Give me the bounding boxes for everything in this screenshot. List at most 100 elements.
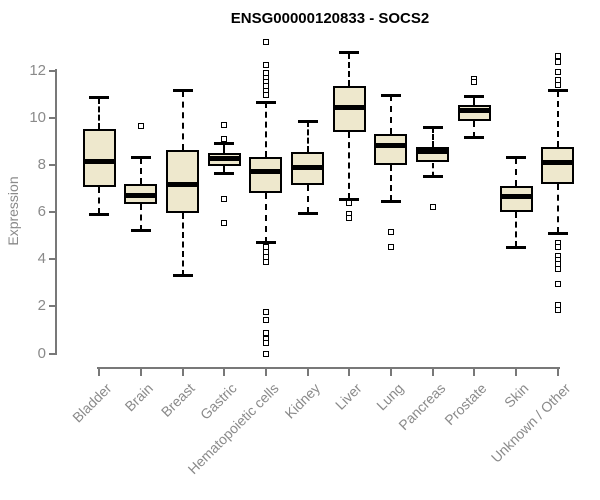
- lower-whisker-kidney: [306, 184, 309, 214]
- lower-whisker-cap-prostate: [464, 136, 485, 140]
- y-axis-tick: [49, 258, 55, 261]
- lower-whisker-bladder: [98, 187, 101, 215]
- outlier-point-hematopoietic-cells: [262, 309, 269, 316]
- median-gastric: [207, 156, 241, 162]
- x-axis-tick: [348, 369, 351, 376]
- lower-whisker-cap-lung: [380, 199, 401, 203]
- x-tick-label-skin: Skin: [500, 380, 532, 411]
- lower-whisker-cap-brain: [130, 229, 151, 233]
- upper-whisker-lung: [389, 95, 392, 135]
- lower-whisker-cap-kidney: [297, 211, 318, 215]
- outlier-point-gastric: [221, 121, 228, 128]
- outlier-point-gastric: [221, 219, 228, 226]
- y-axis-tick-label: 8: [37, 155, 46, 173]
- outlier-point-unknown-other: [554, 265, 561, 272]
- y-axis-tick-label: 0: [37, 344, 46, 362]
- outlier-point-unknown-other: [554, 53, 561, 60]
- box-hematopoietic-cells: [249, 156, 283, 194]
- y-axis-tick: [49, 163, 55, 166]
- upper-whisker-gastric: [223, 143, 226, 154]
- upper-whisker-skin: [515, 157, 517, 187]
- x-axis-tick: [515, 369, 517, 376]
- upper-whisker-cap-lung: [380, 93, 401, 97]
- box-lung: [374, 134, 408, 165]
- x-axis-tick: [98, 369, 101, 376]
- x-axis-tick: [473, 369, 476, 376]
- median-hematopoietic-cells: [249, 169, 283, 175]
- outlier-point-hematopoietic-cells: [262, 339, 269, 346]
- lower-whisker-cap-skin: [506, 245, 526, 249]
- median-bladder: [82, 158, 116, 164]
- x-axis-tick: [431, 369, 434, 376]
- upper-whisker-cap-liver: [339, 51, 360, 55]
- lower-whisker-skin: [515, 212, 517, 248]
- y-axis-tick: [49, 69, 55, 72]
- outlier-point-prostate: [471, 79, 478, 86]
- median-kidney: [291, 164, 325, 170]
- outlier-point-hematopoietic-cells: [262, 317, 269, 324]
- upper-whisker-cap-prostate: [464, 94, 485, 98]
- lower-whisker-cap-liver: [339, 197, 360, 201]
- x-tick-label-bladder: Bladder: [69, 380, 115, 426]
- upper-whisker-liver: [348, 52, 351, 86]
- x-tick-label-liver: Liver: [331, 380, 365, 413]
- outlier-point-gastric: [221, 196, 228, 203]
- lower-whisker-prostate: [473, 121, 476, 138]
- y-axis-line: [55, 69, 57, 355]
- lower-whisker-hematopoietic-cells: [264, 193, 267, 243]
- y-axis-tick-label: 12: [29, 61, 46, 79]
- outlier-point-lung: [387, 244, 394, 251]
- upper-whisker-prostate: [473, 96, 476, 105]
- median-pancreas: [416, 149, 450, 155]
- upper-whisker-cap-skin: [506, 156, 526, 160]
- upper-whisker-kidney: [306, 121, 309, 152]
- y-axis-tick-label: 4: [37, 250, 46, 268]
- y-axis-tick: [49, 352, 55, 355]
- lower-whisker-cap-pancreas: [422, 175, 443, 179]
- lower-whisker-cap-bladder: [89, 212, 110, 216]
- upper-whisker-bladder: [98, 97, 101, 130]
- outlier-point-hematopoietic-cells: [262, 350, 269, 357]
- outlier-point-gastric: [221, 135, 228, 142]
- y-axis-tick: [49, 211, 55, 214]
- box-breast: [166, 149, 200, 214]
- box-unknown-other: [541, 147, 575, 184]
- x-tick-label-kidney: Kidney: [281, 380, 323, 422]
- median-skin: [499, 194, 533, 200]
- median-prostate: [457, 108, 491, 114]
- x-axis-tick: [264, 369, 267, 376]
- lower-whisker-liver: [348, 131, 351, 200]
- x-axis-tick: [139, 369, 142, 376]
- median-brain: [124, 193, 158, 198]
- outlier-point-hematopoietic-cells: [262, 61, 269, 68]
- upper-whisker-cap-breast: [172, 89, 193, 93]
- lower-whisker-gastric: [223, 166, 226, 174]
- y-axis-tick: [49, 116, 55, 119]
- lower-whisker-cap-breast: [172, 274, 193, 278]
- outlier-point-unknown-other: [554, 280, 561, 287]
- outlier-point-hematopoietic-cells: [262, 92, 269, 99]
- outlier-point-hematopoietic-cells: [262, 330, 269, 337]
- upper-whisker-unknown-other: [556, 90, 559, 148]
- x-axis-tick: [223, 369, 226, 376]
- upper-whisker-cap-brain: [130, 156, 151, 160]
- x-tick-label-lung: Lung: [372, 380, 407, 414]
- lower-whisker-brain: [139, 203, 142, 231]
- x-axis-tick: [389, 369, 392, 376]
- outlier-point-hematopoietic-cells: [262, 258, 269, 265]
- upper-whisker-breast: [181, 90, 184, 150]
- outlier-point-unknown-other: [554, 244, 561, 251]
- x-axis-line: [97, 367, 560, 369]
- x-tick-label-breast: Breast: [158, 380, 198, 420]
- lower-whisker-cap-gastric: [214, 171, 235, 175]
- outlier-point-unknown-other: [554, 81, 561, 88]
- x-tick-label-unknown-other: Unknown / Other: [487, 380, 573, 466]
- y-axis-tick-label: 10: [29, 108, 46, 126]
- upper-whisker-cap-kidney: [297, 119, 318, 123]
- outlier-point-hematopoietic-cells: [262, 39, 269, 46]
- x-axis-tick: [556, 369, 559, 376]
- upper-whisker-cap-bladder: [89, 96, 110, 100]
- outlier-point-brain: [137, 122, 144, 129]
- lower-whisker-cap-hematopoietic-cells: [255, 241, 276, 245]
- upper-whisker-cap-gastric: [214, 142, 235, 146]
